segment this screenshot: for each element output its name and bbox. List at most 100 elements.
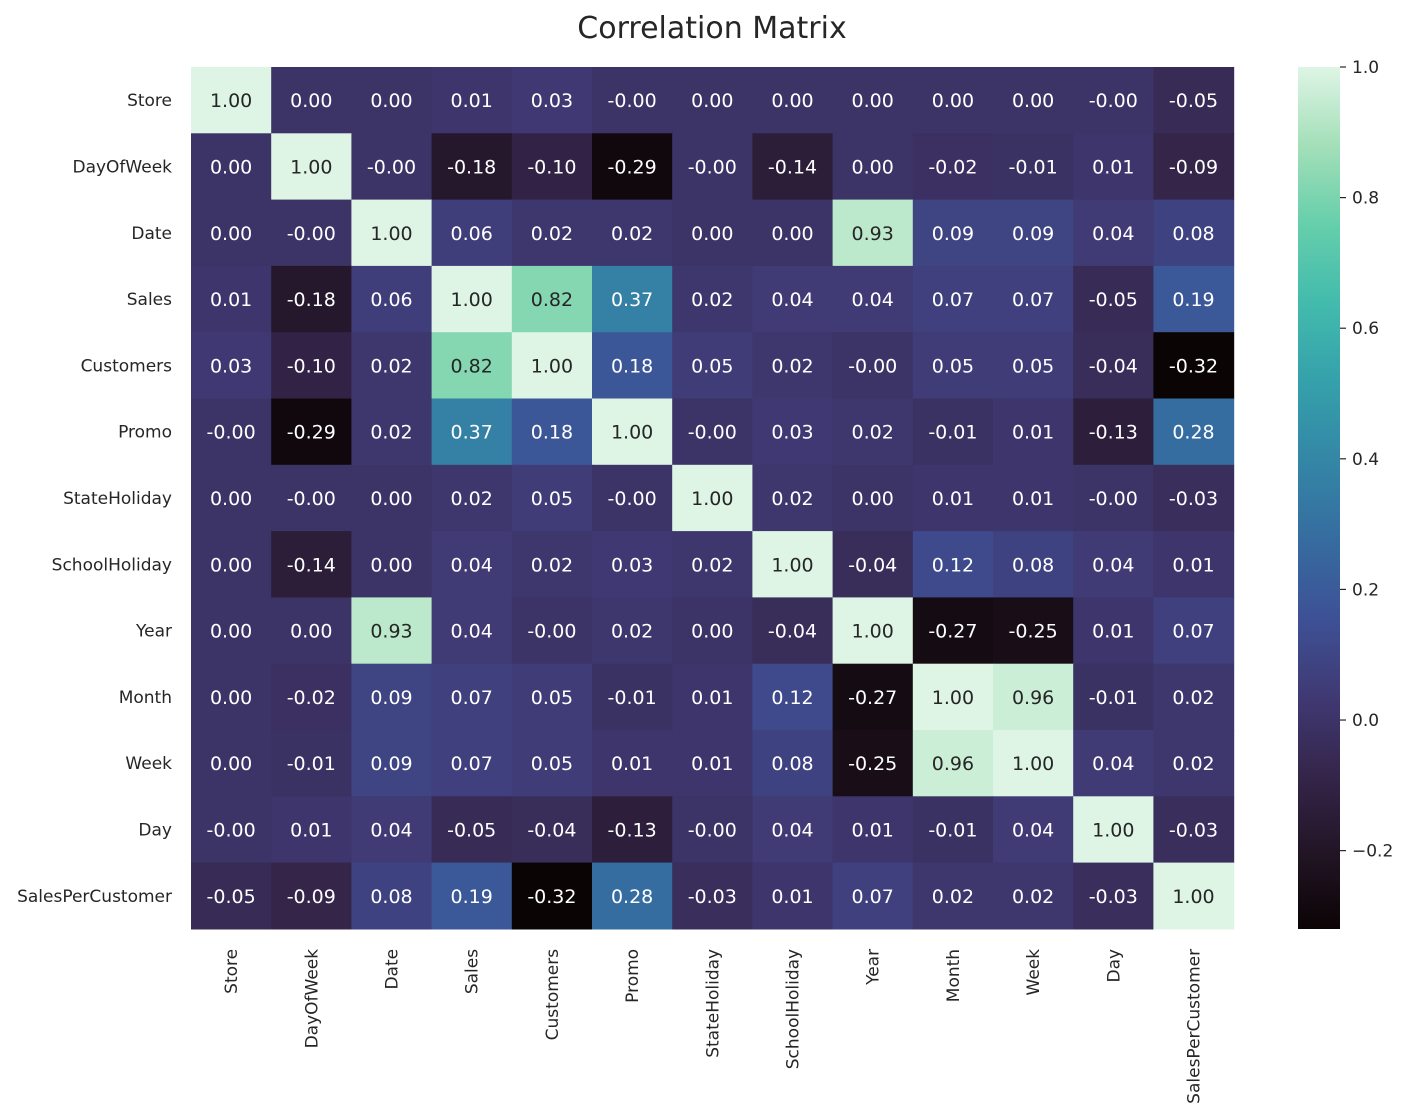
heatmap-cell: [993, 67, 1074, 134]
cell-value-label: 0.01: [852, 819, 894, 841]
x-tick-label: DayOfWeek: [302, 949, 322, 1049]
y-tick-label: Year: [135, 622, 172, 642]
heatmap-cell: [832, 67, 914, 134]
heatmap-cell: [431, 265, 513, 333]
x-tick-label: Customers: [543, 949, 563, 1041]
heatmap-cell: [511, 199, 593, 267]
heatmap-cell: [271, 862, 352, 930]
cell-value-label: -0.02: [928, 156, 977, 178]
heatmap-cell: [832, 199, 914, 267]
colorbar-tick-label: −0.2: [1352, 842, 1393, 862]
heatmap-cell: [271, 199, 352, 267]
x-tick-label: Promo: [623, 949, 643, 1003]
cell-value-label: 0.93: [370, 621, 412, 643]
cell-value-label: 0.02: [531, 223, 573, 245]
cell-value-label: -0.01: [608, 687, 657, 709]
cell-value-label: 0.06: [370, 289, 412, 311]
cell-value-label: -0.29: [608, 156, 657, 178]
cell-value-label: 0.04: [370, 819, 412, 841]
cell-value-label: -0.09: [1169, 156, 1218, 178]
x-tick-label: Sales: [463, 949, 483, 994]
cell-value-label: 0.04: [1092, 554, 1134, 576]
y-tick-label: Promo: [118, 423, 172, 443]
cell-value-label: 1.00: [771, 554, 813, 576]
cell-value-label: 0.00: [1012, 90, 1054, 112]
heatmap-cell: [351, 332, 433, 400]
x-tick-label: Day: [1104, 949, 1124, 983]
heatmap-cell: [993, 398, 1074, 466]
cell-value-label: 0.09: [370, 753, 412, 775]
heatmap-cell: [271, 531, 352, 598]
cell-value-label: 0.02: [370, 355, 412, 377]
heatmap-cell: [752, 332, 834, 400]
heatmap-cell: [271, 398, 352, 466]
cell-value-label: 0.96: [1012, 687, 1054, 709]
colorbar-tick-label: 0.4: [1352, 450, 1379, 470]
cell-value-label: -0.27: [928, 621, 977, 643]
y-tick-label: Customers: [81, 356, 173, 376]
cell-value-label: 0.04: [852, 289, 894, 311]
heatmap-cell: [912, 862, 994, 930]
cell-value-label: 1.00: [691, 488, 733, 510]
cell-value-label: 0.01: [932, 488, 974, 510]
cell-value-label: 0.28: [611, 886, 653, 908]
cell-value-label: -0.01: [928, 422, 977, 444]
heatmap-cell: [672, 398, 753, 466]
cell-value-label: 0.01: [1092, 621, 1134, 643]
cell-value-label: 0.05: [691, 355, 733, 377]
cell-value-label: 0.04: [1092, 753, 1134, 775]
heatmap-cell: [912, 531, 994, 598]
heatmap-cell: [511, 531, 593, 598]
cell-value-label: 0.04: [451, 621, 493, 643]
heatmap-cell: [351, 862, 433, 930]
chart-title: Correlation Matrix: [577, 11, 846, 46]
heatmap-cell: [431, 862, 513, 930]
cell-value-label: 0.03: [771, 422, 813, 444]
cell-value-label: 0.82: [451, 355, 493, 377]
heatmap-cell: [431, 531, 513, 598]
heatmap-cell: [271, 265, 352, 333]
heatmap-cell: [832, 464, 914, 532]
heatmap-cell: [271, 332, 352, 400]
heatmap-cell: [752, 531, 834, 598]
heatmap-cell: [271, 796, 352, 864]
cell-value-label: 0.07: [932, 289, 974, 311]
cell-value-label: -0.18: [287, 289, 336, 311]
heatmap-cell: [592, 730, 673, 797]
cell-value-label: 0.07: [1012, 289, 1054, 311]
heatmap-cell: [351, 199, 433, 267]
heatmap-cell: [191, 597, 272, 665]
cell-value-label: 0.02: [1012, 886, 1054, 908]
heatmap-cell: [191, 531, 272, 598]
heatmap-cell: [431, 332, 513, 400]
y-tick-label: Week: [125, 754, 172, 774]
cell-value-label: 0.03: [531, 90, 573, 112]
colorbar-tick-label: 0.6: [1352, 319, 1379, 339]
cell-value-label: -0.32: [527, 886, 576, 908]
heatmap-cell: [832, 862, 914, 930]
cell-value-label: 0.07: [451, 753, 493, 775]
heatmap-cell: [271, 597, 352, 665]
heatmap-cell: [271, 464, 352, 532]
heatmap-cell: [912, 265, 994, 333]
heatmap-cell: [752, 862, 834, 930]
heatmap-cell: [511, 597, 593, 665]
cell-value-label: 0.02: [451, 488, 493, 510]
cell-value-label: -0.03: [1089, 886, 1138, 908]
cell-value-label: 1.00: [210, 90, 252, 112]
cell-value-label: 0.12: [932, 554, 974, 576]
heatmap-cell: [351, 464, 433, 532]
cell-value-label: 0.01: [611, 753, 653, 775]
cell-value-label: 0.00: [210, 156, 252, 178]
colorbar-tick-label: 1.0: [1352, 58, 1379, 78]
heatmap-cell: [431, 398, 513, 466]
heatmap-cell: [511, 332, 593, 400]
cell-value-label: 0.05: [531, 488, 573, 510]
heatmap-cell: [912, 730, 994, 797]
colorbar: 1.0 0.8 0.6 0.4 0.2 0.0 −0.2: [1298, 58, 1393, 929]
heatmap-cell: [752, 796, 834, 864]
heatmap-cell: [912, 464, 994, 532]
cell-value-label: 0.00: [210, 223, 252, 245]
cell-value-label: 0.03: [210, 355, 252, 377]
heatmap-cell: [1073, 464, 1154, 532]
